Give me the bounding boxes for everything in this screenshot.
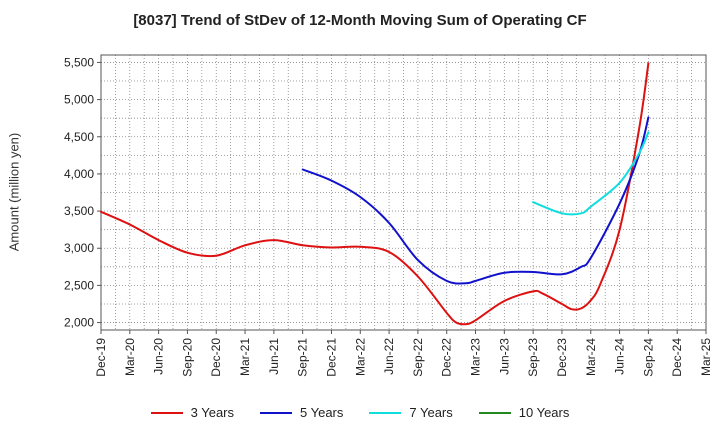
x-tick-label: Mar-25: [699, 338, 713, 376]
legend-label: 3 Years: [190, 405, 234, 420]
x-tick-label: Mar-24: [584, 338, 598, 376]
x-tick-label: Sep-20: [180, 338, 194, 377]
x-tick-label: Sep-21: [296, 338, 310, 377]
y-tick-label: 3,000: [64, 241, 94, 255]
legend-item-10-years: 10 Years: [478, 405, 570, 420]
series-line-5-years: [301, 116, 650, 285]
legend-label: 5 Years: [300, 405, 344, 420]
plot-frame: [100, 54, 707, 331]
legend-swatch: [150, 411, 183, 414]
x-tick-label: Dec-21: [324, 338, 338, 377]
legend-item-5-years: 5 Years: [260, 405, 343, 420]
x-tick-label: Dec-20: [209, 338, 223, 377]
x-tick-label: Sep-24: [641, 338, 655, 377]
y-tick-label: 4,500: [64, 130, 94, 144]
x-tick-label: Dec-24: [670, 338, 684, 377]
x-tick-label: Mar-20: [123, 338, 137, 376]
x-tick-label: Mar-21: [238, 338, 252, 376]
x-tick-label: Jun-23: [497, 338, 511, 375]
legend: 3 Years 5 Years 7 Years 10 Years: [0, 405, 720, 420]
x-tick-label: Jun-21: [267, 338, 281, 375]
x-tick-label: Sep-22: [411, 338, 425, 377]
series-line-3-years: [100, 62, 650, 326]
legend-swatch: [260, 411, 292, 414]
legend-label: 10 Years: [518, 405, 570, 420]
y-tick-label: 2,000: [64, 316, 94, 330]
y-axis: 2,000 2,500 3,000 3,500 4,000 4,500 5,000 5,500: [64, 55, 101, 330]
y-tick-label: 4,000: [64, 167, 94, 181]
x-tick-label: Jun-20: [152, 338, 166, 375]
chart-plot: 2,000 2,500 3,000 3,500 4,000 4,500 5,000 5,500…: [64, 54, 713, 377]
x-tick-label: Dec-23: [555, 338, 569, 377]
series-lines: [100, 62, 650, 326]
y-tick-label: 5,000: [64, 93, 94, 107]
legend-item-7-years: 7 Years: [369, 405, 453, 420]
y-tick-label: 2,500: [64, 278, 94, 292]
x-tick-label: Dec-22: [440, 338, 454, 377]
legend-label: 7 Years: [409, 405, 453, 420]
x-tick-label: Jun-22: [382, 338, 396, 375]
legend-swatch: [478, 411, 511, 414]
grid-lines: [100, 55, 707, 330]
x-tick-label: Mar-22: [353, 338, 367, 376]
legend-item-3-years: 3 Years: [150, 405, 234, 420]
x-tick-label: Jun-24: [613, 338, 627, 375]
y-tick-label: 3,500: [64, 204, 94, 218]
x-axis: Dec-19 Mar-20 Jun-20 Sep-20 Dec-20 Mar-21 Jun-…: [94, 330, 713, 377]
legend-swatch: [369, 411, 402, 414]
series-line-7-years: [532, 131, 650, 216]
x-tick-label: Sep-23: [526, 338, 540, 377]
x-tick-label: Dec-19: [94, 338, 108, 377]
y-tick-label: 5,500: [64, 55, 94, 69]
x-tick-label: Mar-23: [469, 338, 483, 376]
chart-title: [8037] Trend of StDev of 12-Month Moving…: [133, 12, 587, 29]
